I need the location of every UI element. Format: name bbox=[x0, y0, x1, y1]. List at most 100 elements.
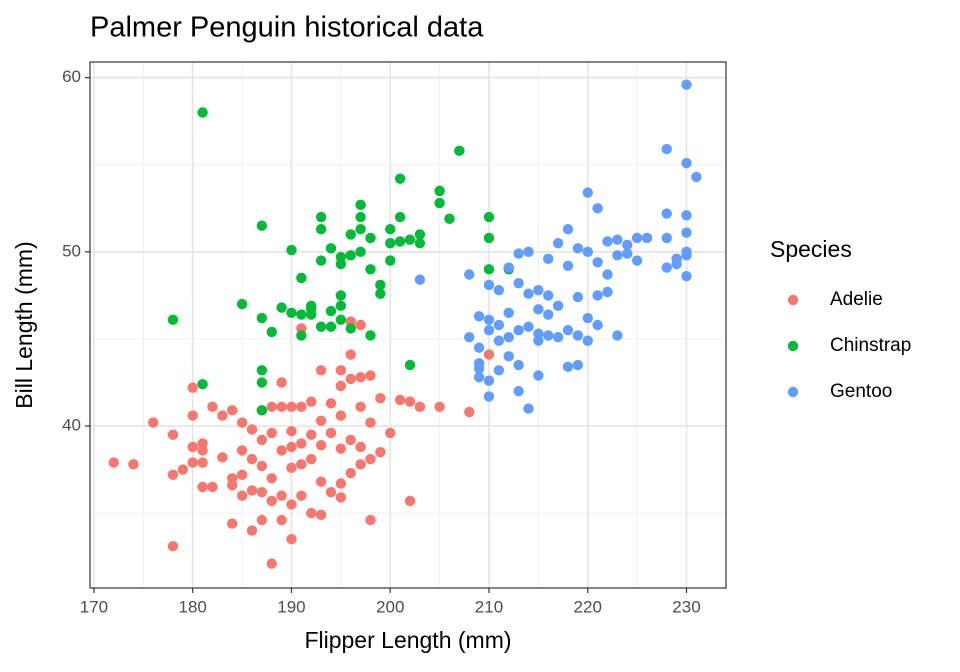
point bbox=[177, 464, 189, 475]
point bbox=[256, 460, 268, 472]
point bbox=[483, 375, 495, 386]
point bbox=[661, 143, 672, 155]
point bbox=[503, 331, 514, 343]
point bbox=[335, 258, 347, 270]
point bbox=[533, 304, 544, 315]
point bbox=[276, 490, 287, 501]
point bbox=[335, 290, 347, 301]
point bbox=[681, 250, 692, 261]
point bbox=[444, 213, 455, 224]
point bbox=[365, 232, 376, 244]
point bbox=[385, 224, 396, 235]
panel-border bbox=[89, 61, 727, 589]
point bbox=[375, 446, 386, 458]
point bbox=[335, 410, 347, 421]
point bbox=[523, 403, 534, 414]
point bbox=[394, 173, 406, 184]
point bbox=[552, 331, 564, 343]
point bbox=[365, 417, 376, 428]
point bbox=[493, 284, 505, 296]
point bbox=[523, 288, 534, 299]
point bbox=[276, 445, 287, 456]
point bbox=[256, 514, 268, 526]
point bbox=[434, 401, 445, 413]
point bbox=[464, 269, 475, 280]
point bbox=[602, 269, 613, 280]
point bbox=[434, 185, 445, 197]
point bbox=[493, 319, 505, 331]
point bbox=[335, 314, 347, 325]
point bbox=[622, 248, 633, 259]
point bbox=[256, 220, 268, 231]
point bbox=[325, 398, 337, 409]
point bbox=[385, 427, 396, 439]
point bbox=[296, 438, 307, 449]
point bbox=[543, 253, 554, 265]
point bbox=[306, 507, 317, 519]
point bbox=[227, 405, 238, 416]
point bbox=[483, 264, 495, 275]
point bbox=[187, 382, 198, 393]
point bbox=[286, 401, 297, 413]
point bbox=[592, 257, 603, 268]
legend-marker bbox=[787, 294, 799, 306]
point bbox=[256, 377, 268, 388]
point bbox=[562, 361, 574, 373]
point bbox=[296, 309, 307, 320]
point bbox=[681, 227, 692, 238]
legend-marker bbox=[787, 340, 799, 352]
point bbox=[306, 429, 317, 440]
point bbox=[375, 392, 386, 404]
point bbox=[681, 271, 692, 282]
legend-label: Adelie bbox=[830, 289, 883, 310]
point bbox=[217, 410, 228, 421]
point bbox=[612, 250, 623, 261]
point bbox=[236, 417, 248, 428]
point bbox=[404, 359, 416, 371]
point bbox=[296, 401, 307, 413]
point bbox=[335, 380, 347, 392]
point bbox=[355, 441, 366, 453]
point bbox=[296, 459, 307, 470]
point bbox=[385, 237, 396, 249]
point bbox=[246, 525, 258, 536]
point bbox=[394, 236, 406, 247]
point bbox=[562, 260, 574, 271]
point bbox=[572, 243, 584, 254]
point bbox=[256, 487, 268, 498]
point bbox=[276, 377, 287, 388]
point bbox=[523, 246, 534, 258]
point bbox=[197, 445, 208, 456]
point bbox=[365, 370, 376, 381]
point bbox=[276, 302, 287, 313]
point bbox=[543, 309, 554, 320]
point bbox=[256, 434, 268, 446]
point bbox=[414, 237, 426, 249]
point bbox=[266, 558, 277, 569]
point bbox=[355, 246, 366, 258]
point bbox=[523, 321, 534, 332]
point bbox=[503, 262, 514, 273]
x-tick-label: 220 bbox=[574, 597, 602, 616]
point bbox=[483, 211, 495, 223]
point bbox=[543, 290, 554, 301]
x-tick-label: 200 bbox=[376, 597, 404, 616]
legend-label: Gentoo bbox=[830, 381, 892, 402]
point bbox=[552, 300, 564, 312]
point bbox=[483, 349, 495, 360]
point bbox=[503, 307, 514, 319]
point bbox=[325, 487, 337, 498]
point bbox=[404, 234, 416, 245]
point bbox=[167, 314, 179, 325]
x-axis-title: Flipper Length (mm) bbox=[304, 627, 511, 653]
point bbox=[543, 330, 554, 341]
point bbox=[365, 453, 376, 465]
x-tick-label: 210 bbox=[475, 597, 503, 616]
point bbox=[493, 335, 505, 346]
point bbox=[286, 499, 297, 510]
point bbox=[375, 288, 386, 299]
point bbox=[592, 203, 603, 214]
point bbox=[661, 262, 672, 273]
chart-title: Palmer Penguin historical data bbox=[90, 12, 484, 44]
